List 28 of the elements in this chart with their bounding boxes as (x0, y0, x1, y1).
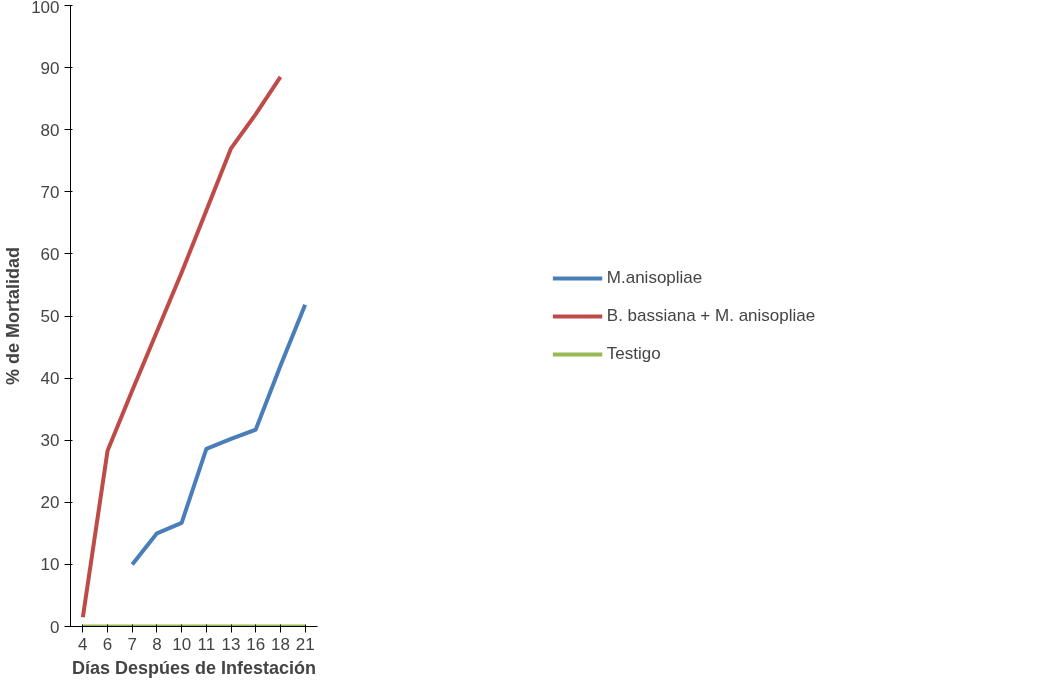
y-tick-label: 60 (40, 244, 60, 264)
y-tick-label: 80 (40, 120, 60, 140)
y-tick-label: 70 (40, 182, 60, 202)
x-axis-title: Días Despúes de Infestación (71, 657, 317, 678)
y-tick-label: 20 (40, 493, 60, 513)
y-tick-label: 90 (40, 58, 60, 78)
line-series (80, 74, 283, 620)
y-tick-label: 100 (31, 0, 60, 17)
x-tick-label: 7 (127, 634, 137, 654)
y-tick-label: 50 (40, 307, 60, 326)
x-tick-label: 11 (197, 634, 216, 654)
y-tick-label: 40 (40, 369, 60, 389)
x-tick-label: 18 (271, 634, 290, 654)
legend-label: M.anisopliae (606, 267, 703, 288)
legend-label: Testigo (606, 343, 661, 364)
y-tick-label: 30 (40, 431, 60, 451)
x-tick-label: 10 (172, 634, 192, 654)
x-tick-label: 13 (221, 634, 241, 654)
x-tick-label: 4 (78, 634, 88, 654)
x-tick-label: 6 (102, 634, 113, 654)
y-axis-title: % de Mortalidad (3, 246, 24, 386)
y-tick-label: 0 (50, 617, 60, 637)
line-series (130, 302, 308, 567)
x-tick-label: 21 (295, 634, 315, 654)
x-tick-label: 8 (152, 634, 162, 654)
x-tick-label: 16 (246, 634, 266, 654)
y-tick-label: 10 (40, 555, 60, 575)
legend-label: B. bassiana + M. anisopliae (606, 305, 816, 326)
